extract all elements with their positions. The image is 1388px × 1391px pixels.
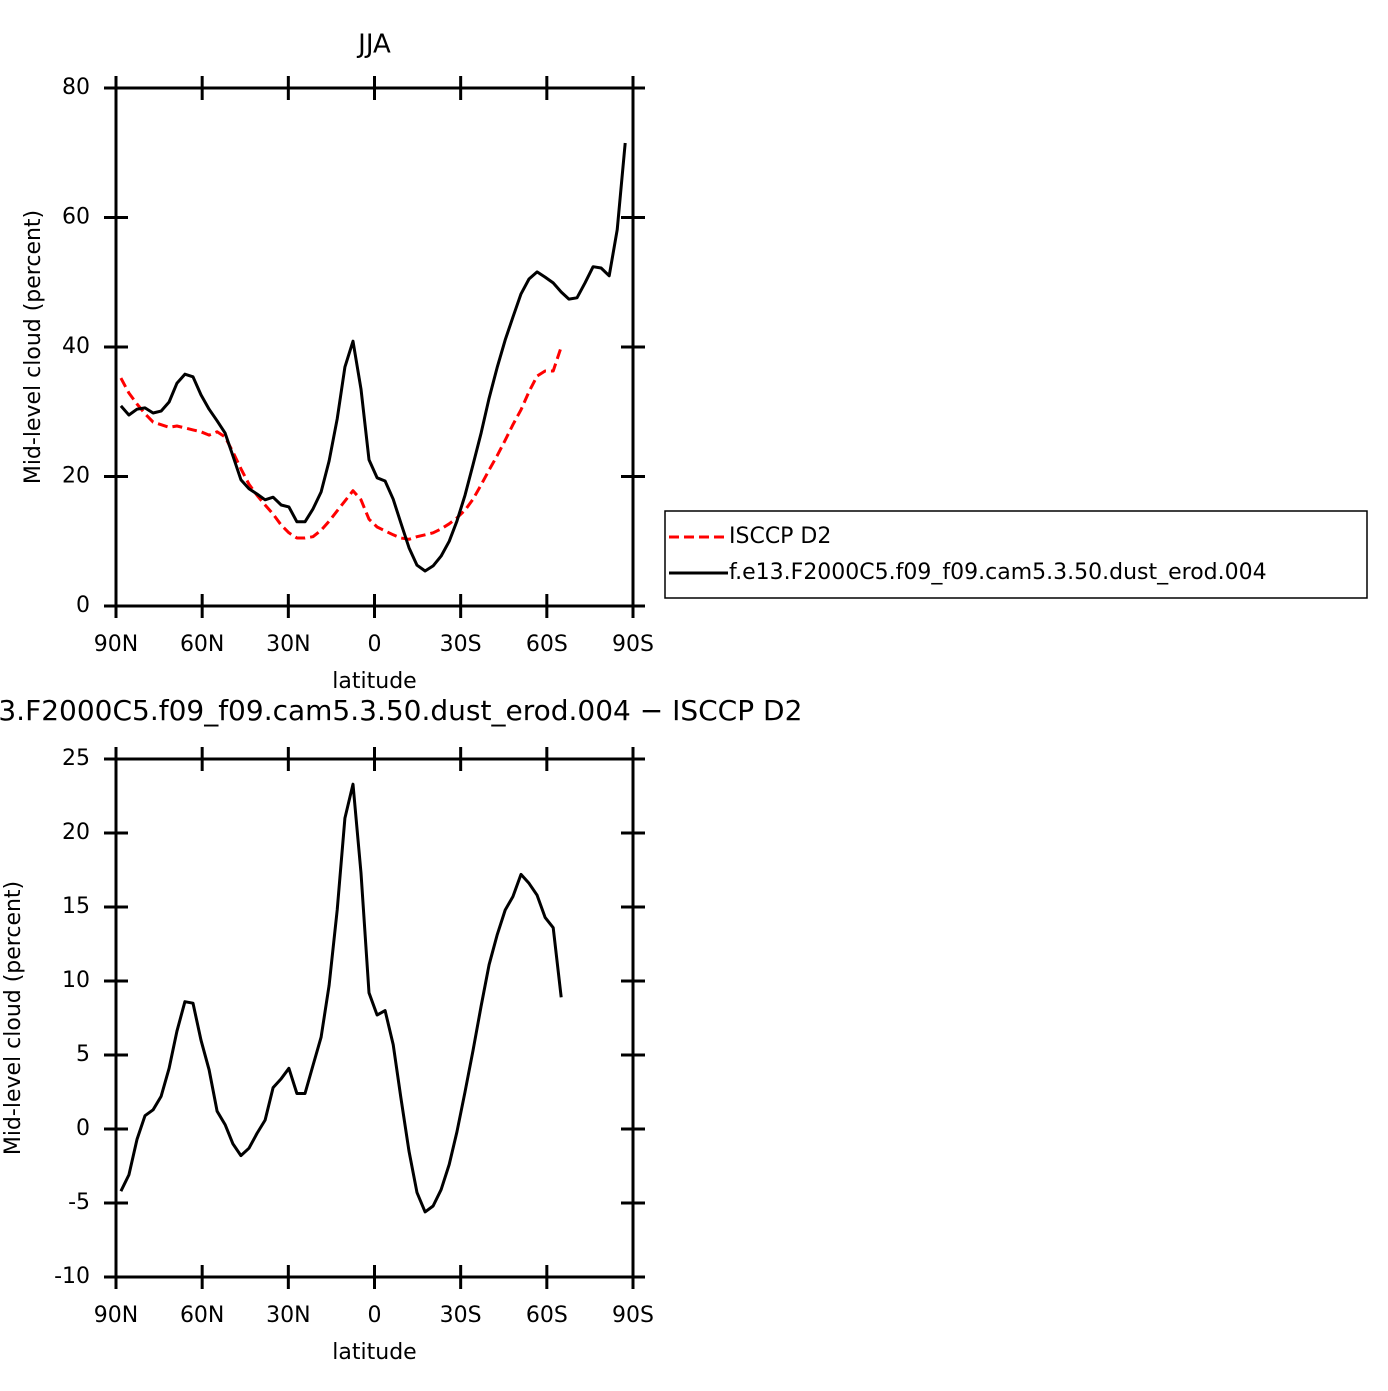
x-tick-label: 30S <box>440 632 482 657</box>
x-axis-label: latitude <box>332 669 416 694</box>
y-tick-label: -10 <box>54 1264 90 1289</box>
chart-title: f.e13.F2000C5.f09_f09.cam5.3.50.dust_ero… <box>0 694 802 727</box>
y-tick-label: 80 <box>62 75 90 100</box>
y-tick-label: 20 <box>62 464 90 489</box>
x-axis-label: latitude <box>332 1340 416 1365</box>
y-tick-label: 60 <box>62 205 90 230</box>
y-tick-label: 20 <box>62 820 90 845</box>
x-tick-label: 60S <box>526 632 568 657</box>
y-tick-label: 10 <box>62 968 90 993</box>
x-tick-label: 90N <box>94 632 138 657</box>
y-axis-label: Mid-level cloud (percent) <box>21 210 46 484</box>
data-line <box>119 782 563 1214</box>
y-tick-label: 25 <box>62 746 90 771</box>
x-tick-label: 60N <box>180 632 224 657</box>
legend-box <box>664 510 1368 599</box>
x-tick-label: 30N <box>266 1303 310 1328</box>
x-tick-label: 0 <box>368 632 382 657</box>
y-tick-label: 40 <box>62 334 90 359</box>
data-line <box>119 142 627 573</box>
x-tick-label: 90N <box>94 1303 138 1328</box>
plot-frame <box>114 86 635 608</box>
x-tick-label: 60N <box>180 1303 224 1328</box>
chart-title: JJA <box>356 30 391 60</box>
legend-label: f.e13.F2000C5.f09_f09.cam5.3.50.dust_ero… <box>729 560 1267 585</box>
x-tick-label: 0 <box>368 1303 382 1328</box>
y-tick-label: -5 <box>68 1190 90 1215</box>
y-tick-label: 0 <box>76 1116 90 1141</box>
legend-label: ISCCP D2 <box>729 524 831 549</box>
y-tick-label: 15 <box>62 894 90 919</box>
data-line <box>119 346 563 541</box>
x-tick-label: 30N <box>266 632 310 657</box>
y-tick-label: 5 <box>76 1042 90 1067</box>
x-tick-label: 30S <box>440 1303 482 1328</box>
y-tick-label: 0 <box>76 593 90 618</box>
x-tick-label: 60S <box>526 1303 568 1328</box>
y-axis-label: Mid-level cloud (percent) <box>1 881 26 1155</box>
plot-frame <box>114 757 635 1279</box>
x-tick-label: 90S <box>612 1303 654 1328</box>
x-tick-label: 90S <box>612 632 654 657</box>
